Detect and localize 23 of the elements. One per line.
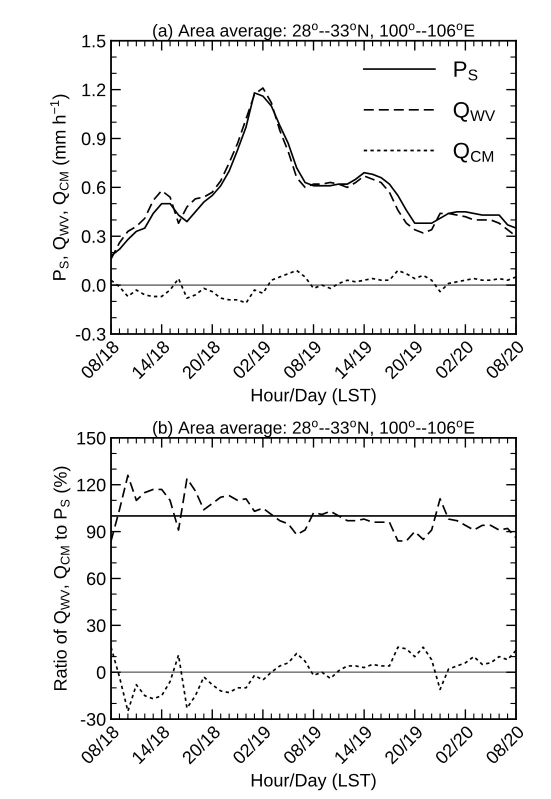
chart-title: (a) Area average: 28$^{o}$--33$^{o}$N, 100$^{o}$--106$^{o}$E [153, 24, 474, 40]
y-tick-label: 60 [87, 572, 106, 586]
legend-label: Q$_{WV}$ [454, 102, 496, 122]
y-tick-label: -30 [80, 713, 106, 726]
y-tick-label: 1.2 [82, 84, 106, 96]
y-tick-label: 1.5 [82, 34, 106, 48]
y-tick-label: 120 [77, 478, 106, 492]
y-tick-label: -0.3 [76, 328, 106, 341]
y-tick-label: 150 [77, 432, 106, 445]
y-tick-label: 0.9 [82, 132, 106, 146]
text: P$_{S}$, Q$_{WV}$, Q$_{CM}$ (mm h$^{−1}$) [50, 94, 70, 280]
y-tick-label: 30 [86, 619, 106, 632]
x-axis-title: Hour/Day (LST) [252, 773, 376, 790]
legend-label: Q$_{CM}$ [454, 142, 494, 162]
y-tick-label: 0.6 [82, 181, 106, 194]
y-tick-label: 0.0 [82, 279, 106, 292]
x-axis-title: Hour/Day (LST) [252, 388, 376, 406]
y-tick-label: 0 [96, 666, 106, 679]
chart-title: (b) Area average: 28$^{o}$--33$^{o}$N, 100$^{o}$--106$^{o}$E [153, 420, 474, 438]
y-tick-label: 0.3 [82, 230, 106, 243]
legend-label: P$_{S}$ [454, 62, 478, 80]
y-tick-label: 90 [86, 526, 106, 538]
y-axis-title: Ratio of Q$_{WV}$, Q$_{CM}$ to P$_{S}$ (%) [54, 466, 70, 690]
